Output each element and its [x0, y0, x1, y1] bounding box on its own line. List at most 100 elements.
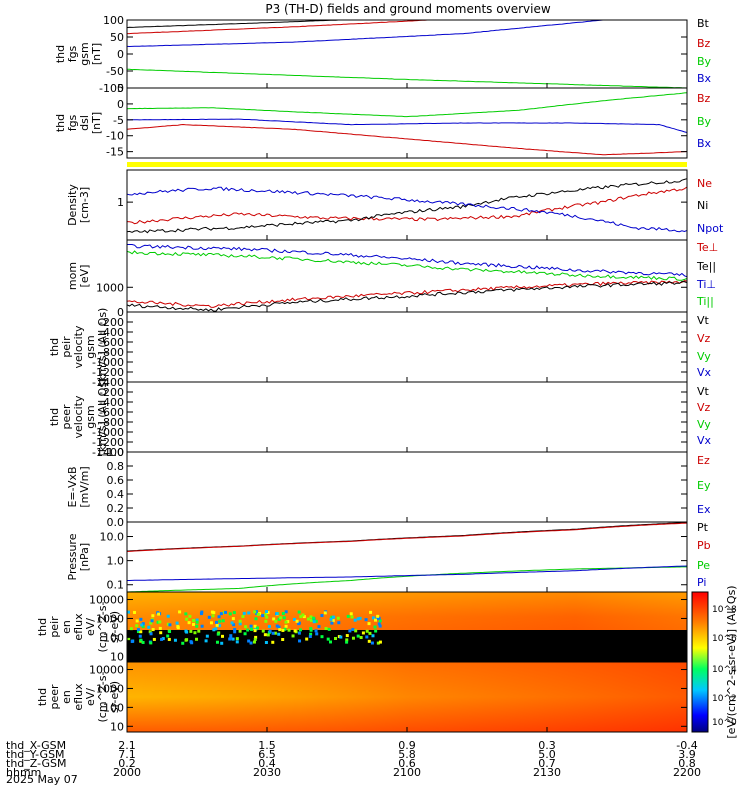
speckle: [284, 624, 288, 628]
ytick-label: -600: [99, 406, 124, 419]
ytick-label: -800: [99, 416, 124, 429]
speckle: [254, 617, 258, 621]
speckle: [349, 612, 353, 616]
y-axis-label-line: thd: [36, 618, 49, 636]
legend-Ez: Ez: [697, 454, 710, 467]
speckle: [181, 641, 185, 645]
series-Pe: [126, 566, 687, 593]
speckle: [297, 610, 301, 614]
speckle: [268, 629, 272, 633]
speckle: [308, 634, 312, 638]
legend-Bz: Bz: [697, 92, 711, 105]
legend-By: By: [697, 115, 712, 128]
speckle: [312, 616, 316, 620]
speckle: [242, 611, 246, 615]
speckle: [367, 639, 371, 643]
speckle: [315, 632, 319, 636]
y-axis-label-line: peer: [48, 684, 61, 710]
y-axis-label: Pressure [nPa]: [66, 533, 91, 580]
ytick-label: 1000: [96, 612, 124, 625]
y-axis-label-line: Density: [66, 184, 79, 226]
y-axis-label-line: eflux: [72, 613, 85, 641]
ytick-label: 100: [103, 14, 124, 27]
xaxis-row-label: hhmm: [6, 766, 41, 779]
y-axis-label-line: peer: [60, 404, 73, 430]
speckle: [278, 628, 282, 632]
colorbar-tick: 10^8: [712, 605, 737, 615]
speckle: [334, 637, 338, 641]
ytick-label: 5: [117, 82, 124, 95]
speckle: [168, 623, 172, 627]
xaxis-value: 5.0: [538, 748, 556, 761]
speckle: [359, 636, 363, 640]
series-Ti⊥: [127, 244, 688, 278]
speckle: [314, 629, 318, 633]
legend-Vt: Vt: [697, 385, 710, 398]
ytick-label: 0.4: [107, 488, 125, 501]
speckle: [160, 637, 164, 641]
ytick-label: -1200: [92, 366, 124, 379]
speckle: [281, 628, 285, 632]
ytick-label: -50: [106, 65, 124, 78]
ytick-label: 0: [117, 98, 124, 111]
y-axis-label-line: (cm^2-s-: [96, 672, 109, 723]
xaxis-value: 0.9: [398, 739, 416, 752]
panel-density: 1 Density [cm-3] Ne Ni Npot: [66, 169, 724, 241]
xaxis-row-label: thd_X-GSM: [6, 739, 66, 752]
ytick-label: -400: [99, 326, 124, 339]
y-axis-label-line: thd: [54, 45, 67, 63]
speckle: [184, 612, 188, 616]
speckle: [219, 612, 223, 616]
ytick-label: 10.0: [100, 531, 125, 544]
legend-Ne: Ne: [697, 177, 712, 190]
y-axis-label-line: eV/: [84, 688, 97, 706]
legend-Vy: Vy: [697, 418, 711, 431]
speckle: [138, 634, 142, 638]
speckle: [277, 625, 281, 629]
speckle: [159, 631, 163, 635]
speckle: [351, 627, 355, 631]
speckle: [317, 625, 321, 629]
speckle: [140, 623, 144, 627]
speckle: [345, 640, 349, 644]
speckle: [323, 611, 327, 615]
speckle: [271, 640, 275, 644]
speckle: [254, 610, 258, 614]
speckle: [168, 629, 172, 633]
speckle: [133, 610, 137, 614]
legend-Npot: Npot: [697, 222, 724, 235]
speckle: [320, 614, 324, 618]
speckle: [374, 618, 378, 622]
legend-Ti⊥: Ti⊥: [696, 278, 716, 291]
legend-By: By: [697, 55, 712, 68]
speckle: [187, 621, 191, 625]
date-label: 2025 May 07: [6, 773, 78, 786]
speckle: [367, 622, 371, 626]
speckle: [151, 628, 155, 632]
speckle: [264, 610, 268, 614]
legend-Vt: Vt: [697, 314, 710, 327]
speckle: [178, 610, 182, 614]
speckle: [301, 613, 305, 617]
series-Te||: [126, 280, 688, 312]
spectrogram-electron-trend: [127, 662, 687, 732]
colorbar-label: [eV/(cm^2-s-sr-eV)] (All Qs): [725, 585, 738, 738]
y-axis-label-line: [nT]: [90, 112, 103, 134]
panel-fgs_gsm: 100 50 0 -50 -100 thd fgs gsm [nT] Bt Bz By Bx: [54, 14, 712, 95]
xaxis-value: 0.4: [258, 757, 276, 770]
y-axis-label: thd peir velocity gsm [km/s] (All Qs): [48, 308, 109, 387]
series-Pi: [127, 565, 688, 581]
speckle: [348, 629, 352, 633]
speckle: [263, 633, 267, 637]
ytick-label: 1.0: [107, 555, 125, 568]
y-axis-label: thd fgs gsm [nT]: [54, 42, 103, 65]
speckle: [378, 619, 382, 623]
speckle: [281, 638, 285, 642]
speckle: [127, 637, 131, 641]
speckle: [200, 624, 204, 628]
speckle: [305, 637, 309, 641]
speckle: [216, 632, 220, 636]
speckle: [197, 629, 201, 633]
legend-Vy: Vy: [697, 350, 711, 363]
y-axis-label-line: [km/s] (All Qs): [96, 378, 109, 457]
